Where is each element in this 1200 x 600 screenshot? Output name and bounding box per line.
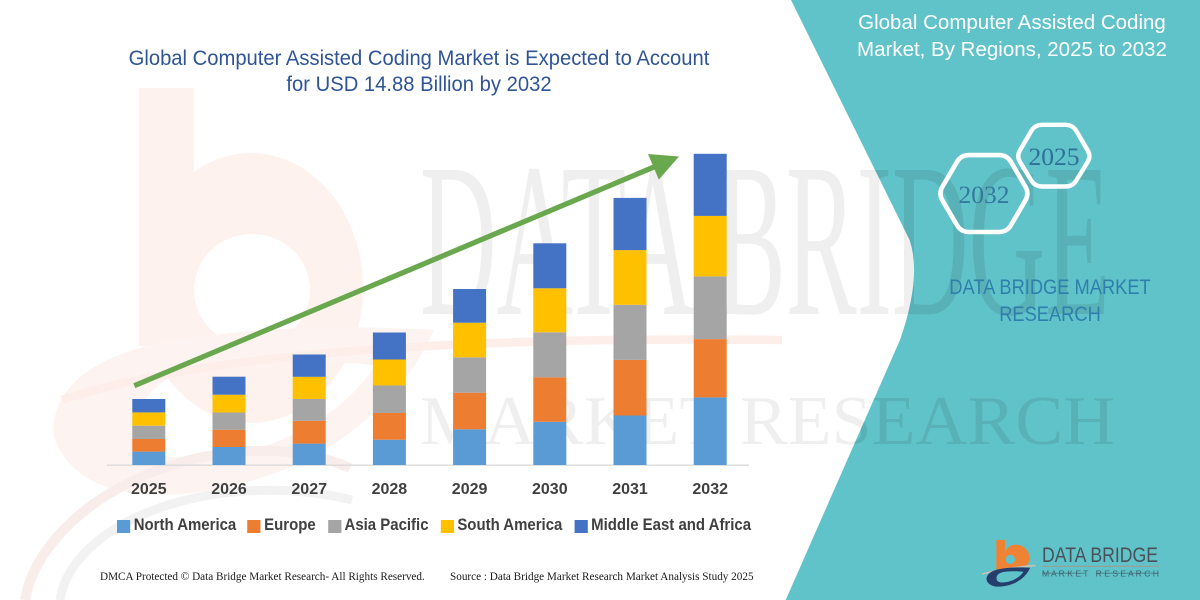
svg-text:M A R K E T R E S E A R C H: M A R K E T R E S E A R C H: [1042, 569, 1159, 578]
svg-text:DATA BRIDGE: DATA BRIDGE: [1042, 543, 1158, 567]
